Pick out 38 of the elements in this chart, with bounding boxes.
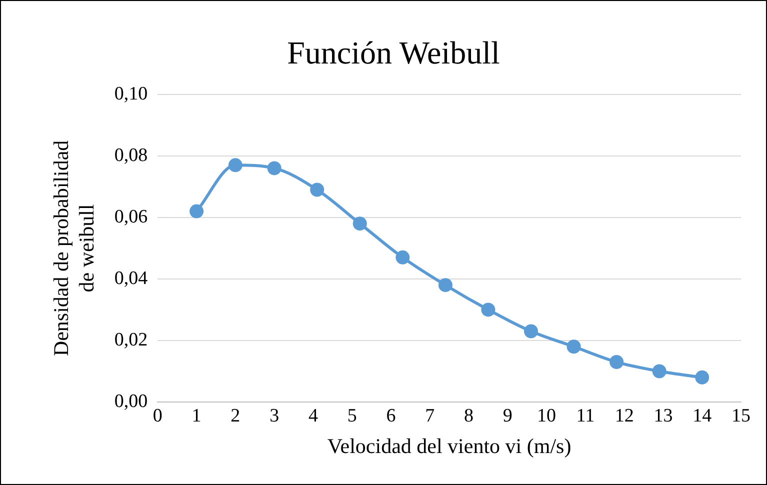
point (190, 204, 204, 218)
x-tick-label: 7 (425, 405, 435, 426)
x-tick-label: 12 (614, 405, 634, 426)
x-tick-label: 11 (576, 405, 595, 426)
point (524, 324, 538, 338)
point (695, 370, 710, 384)
y-axis-title: Densidad de probabilidad de weibull (49, 140, 98, 356)
x-tick-label: 0 (152, 405, 162, 426)
x-tick-label: 1 (192, 405, 202, 426)
x-tick-label: 13 (654, 405, 673, 426)
x-tick-label: 14 (692, 405, 712, 426)
chart-title: Función Weibull (287, 34, 500, 71)
y-tick-label: 0,04 (114, 268, 148, 289)
x-tick-label: 5 (347, 405, 357, 426)
y-tick-label: 0,00 (114, 390, 148, 412)
x-tick-label: 3 (270, 405, 280, 426)
y-tick-label: 0,06 (114, 206, 148, 228)
x-tick-label: 15 (732, 405, 750, 426)
y-tick-label: 0,10 (114, 83, 148, 104)
point (352, 216, 367, 231)
point (610, 355, 624, 370)
x-tick-label: 2 (230, 405, 240, 426)
point (310, 182, 324, 197)
point (481, 302, 496, 317)
x-tick-label: 9 (502, 405, 512, 426)
point (438, 278, 452, 292)
y-tick-label: 0,08 (114, 144, 148, 166)
point (652, 364, 666, 378)
x-tick-label: 6 (386, 405, 396, 426)
x-tick-label: 4 (308, 405, 318, 426)
point (566, 340, 581, 354)
point (228, 158, 242, 172)
point (267, 161, 282, 176)
y-tick-label: 0,02 (114, 329, 148, 350)
point (396, 250, 410, 264)
x-axis-title: Velocidad del viento vi (m/s) (327, 434, 572, 458)
x-tick-label: 8 (464, 405, 474, 426)
x-tick-label: 10 (537, 405, 556, 426)
